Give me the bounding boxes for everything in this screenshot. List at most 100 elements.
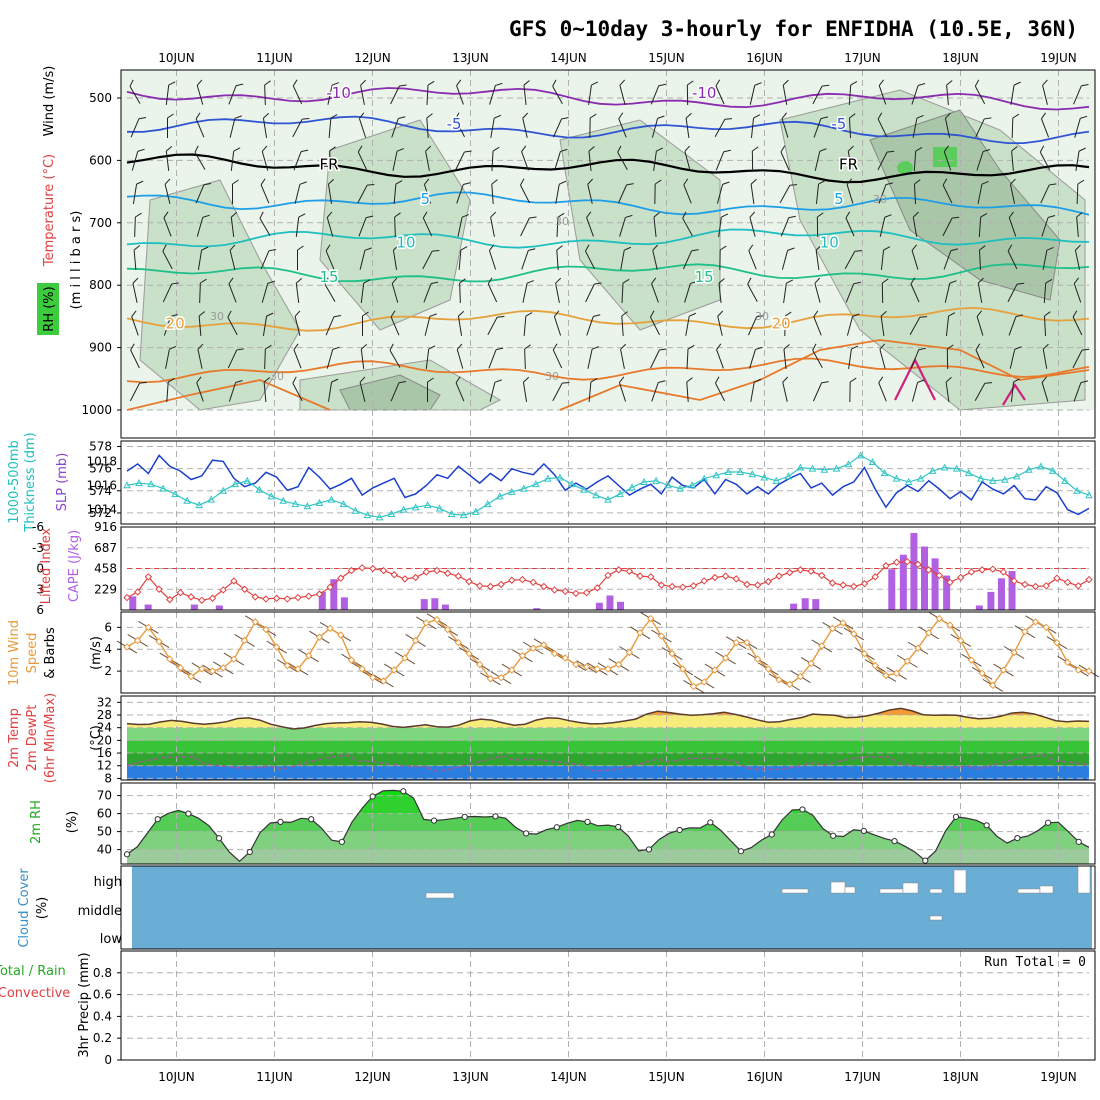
cloud-row-label: low <box>100 932 123 947</box>
wind-barb-staff <box>1007 283 1018 303</box>
wind-barb-staff <box>487 283 498 303</box>
wind-barb-staff <box>782 382 788 402</box>
wind-barb-flag <box>332 346 340 350</box>
wind-speed-marker <box>272 643 281 651</box>
wind-barb-flag <box>492 146 500 152</box>
wind-barb-flag <box>659 348 667 351</box>
wind-speed-marker <box>411 636 420 645</box>
wind-barb-staff <box>523 85 527 105</box>
wind-barb <box>945 312 956 336</box>
thickness-marker <box>435 504 444 512</box>
wind-barb-flag <box>164 178 171 185</box>
wind-barb-flag <box>228 277 234 284</box>
wind-barb <box>167 113 174 138</box>
wind-barb <box>849 377 857 403</box>
wind-barb <box>784 311 792 337</box>
wind-barb <box>651 380 666 402</box>
y-axis-label: RH (%) <box>42 286 57 331</box>
wind-barb-staff <box>264 348 266 370</box>
rh-marker <box>737 848 745 855</box>
temp-band <box>127 765 1089 780</box>
wind-barb-staff <box>812 382 823 402</box>
wind-barb-flag <box>942 178 948 186</box>
x-tick-label-bottom: 14JUN <box>550 1070 587 1084</box>
wind-barb <box>621 311 628 337</box>
wind-barb-flag <box>1045 279 1053 284</box>
temp-band <box>127 740 1089 754</box>
wind-barb-flag <box>1010 178 1016 185</box>
li-marker <box>786 568 794 577</box>
thickness-marker <box>495 492 504 500</box>
cape-bar <box>812 599 820 610</box>
y-axis-label: Total / Rain <box>0 964 66 979</box>
wind-barb <box>131 310 139 336</box>
thickness-marker <box>267 492 276 500</box>
wind-barb-flag <box>847 145 854 152</box>
wind-barb-flag <box>167 378 175 383</box>
wind-barb-staff <box>620 349 625 369</box>
wind-barb-staff <box>165 85 170 105</box>
li-marker <box>882 562 890 570</box>
wind-barb-staff <box>197 250 203 270</box>
wind-barb <box>944 280 957 303</box>
wind-barb-staff <box>846 316 854 336</box>
wind-barb <box>228 380 243 402</box>
wind-barb-staff <box>390 382 400 402</box>
li-marker <box>593 584 602 592</box>
wind-barb-flag <box>265 344 272 350</box>
wind-barb-staff <box>292 85 303 105</box>
wind-barb-flag <box>657 115 665 119</box>
thickness-marker <box>147 480 155 488</box>
wind-barb <box>392 148 404 171</box>
wind-barb-flag <box>195 112 201 120</box>
wind-barb-staff <box>326 217 334 237</box>
wind-barb-flag <box>1041 112 1046 119</box>
wind-barb-flag <box>432 249 440 252</box>
wind-barb-flag <box>918 347 926 351</box>
wind-barb <box>781 247 795 270</box>
thickness-marker <box>483 500 492 508</box>
wind-barb-staff <box>814 283 821 303</box>
wind-barb-staff <box>685 118 690 138</box>
wind-barb-flag <box>391 277 398 284</box>
wind-barb-staff <box>652 250 658 270</box>
thickness-marker <box>676 484 684 492</box>
wind-speed-marker <box>433 615 441 624</box>
wind-barb-staff <box>458 249 462 271</box>
wind-barb <box>455 112 465 138</box>
li-marker <box>582 589 591 597</box>
wind-barb-flag <box>687 344 695 350</box>
wind-barb-staff <box>1075 151 1080 171</box>
wind-barb <box>556 245 563 271</box>
wind-barb <box>716 181 730 204</box>
wind-barb-staff <box>456 349 464 369</box>
thickness-marker <box>940 463 949 471</box>
wind-barb-flag <box>723 149 731 153</box>
wind-barb-flag <box>849 377 857 383</box>
wind-barb <box>329 146 336 172</box>
wind-barb-staff <box>360 349 365 369</box>
wind-barb <box>390 84 407 105</box>
wind-barb <box>650 348 667 369</box>
wind-barb-staff <box>879 217 886 237</box>
wind-speed-marker <box>914 644 922 652</box>
rh-contour-label: 30 <box>555 215 569 228</box>
wind-barb-flag <box>981 180 989 185</box>
wind-barb-flag <box>1075 244 1081 251</box>
cape-bar <box>318 591 326 610</box>
wind-barb-staff <box>912 217 918 237</box>
wind-barb <box>131 148 145 171</box>
wind-barb <box>292 117 310 138</box>
wind-barb-flag <box>495 82 503 86</box>
wind-barb <box>129 79 141 104</box>
wind-barb-flag <box>919 316 928 318</box>
thickness-marker <box>243 476 252 484</box>
isotherm-label: 10 <box>396 234 415 252</box>
li-marker <box>476 582 484 590</box>
wind-barb-staff <box>230 151 235 171</box>
wind-speed-marker <box>871 661 879 670</box>
wind-barb-flag <box>557 212 565 218</box>
wind-barb <box>1072 348 1090 369</box>
wind-barb-flag <box>528 248 536 252</box>
wind-barb-flag <box>399 84 407 87</box>
